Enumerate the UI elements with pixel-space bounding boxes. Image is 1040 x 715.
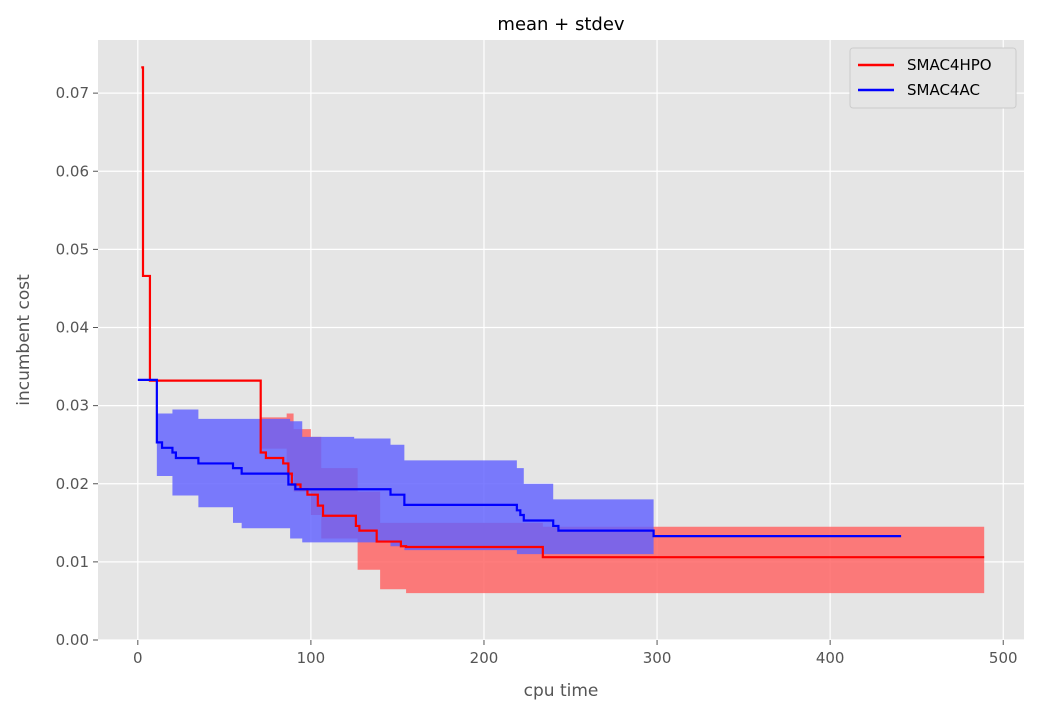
y-tick-label: 0.06 (56, 162, 89, 180)
std-band-smac4ac (156, 409, 654, 555)
x-tick-label: 0 (133, 649, 143, 667)
legend-label-smac4ac: SMAC4AC (907, 81, 980, 99)
y-tick-label: 0.07 (56, 84, 89, 102)
series-line-smac4ac (137, 378, 902, 538)
series-lines (137, 66, 985, 559)
x-tick-label: 500 (989, 649, 1018, 667)
x-axis-label: cpu time (524, 681, 599, 701)
x-tick-label: 200 (470, 649, 499, 667)
x-tick-label: 400 (816, 649, 845, 667)
y-tick-label: 0.05 (56, 240, 89, 258)
y-tick-label: 0.01 (56, 553, 89, 571)
y-tick-label: 0.04 (56, 319, 89, 337)
std-bands (156, 409, 985, 594)
legend-label-smac4hpo: SMAC4HPO (907, 56, 992, 74)
legend-box (849, 47, 1017, 109)
x-axis-ticks: 0 100 200 300 400 500 (133, 640, 1018, 667)
x-tick-label: 100 (297, 649, 326, 667)
y-axis-label: incumbent cost (14, 274, 34, 406)
chart-title: mean + stdev (497, 14, 625, 35)
x-tick-label: 300 (643, 649, 672, 667)
y-tick-label: 0.03 (56, 397, 89, 415)
series-line-smac4hpo (141, 66, 985, 559)
legend: SMAC4HPO SMAC4AC (849, 47, 1017, 109)
y-tick-label: 0.02 (56, 475, 89, 493)
y-tick-label: 0.00 (56, 631, 89, 649)
y-axis-ticks: 0.00 0.01 0.02 0.03 0.04 0.05 0.06 0.07 (56, 84, 98, 649)
